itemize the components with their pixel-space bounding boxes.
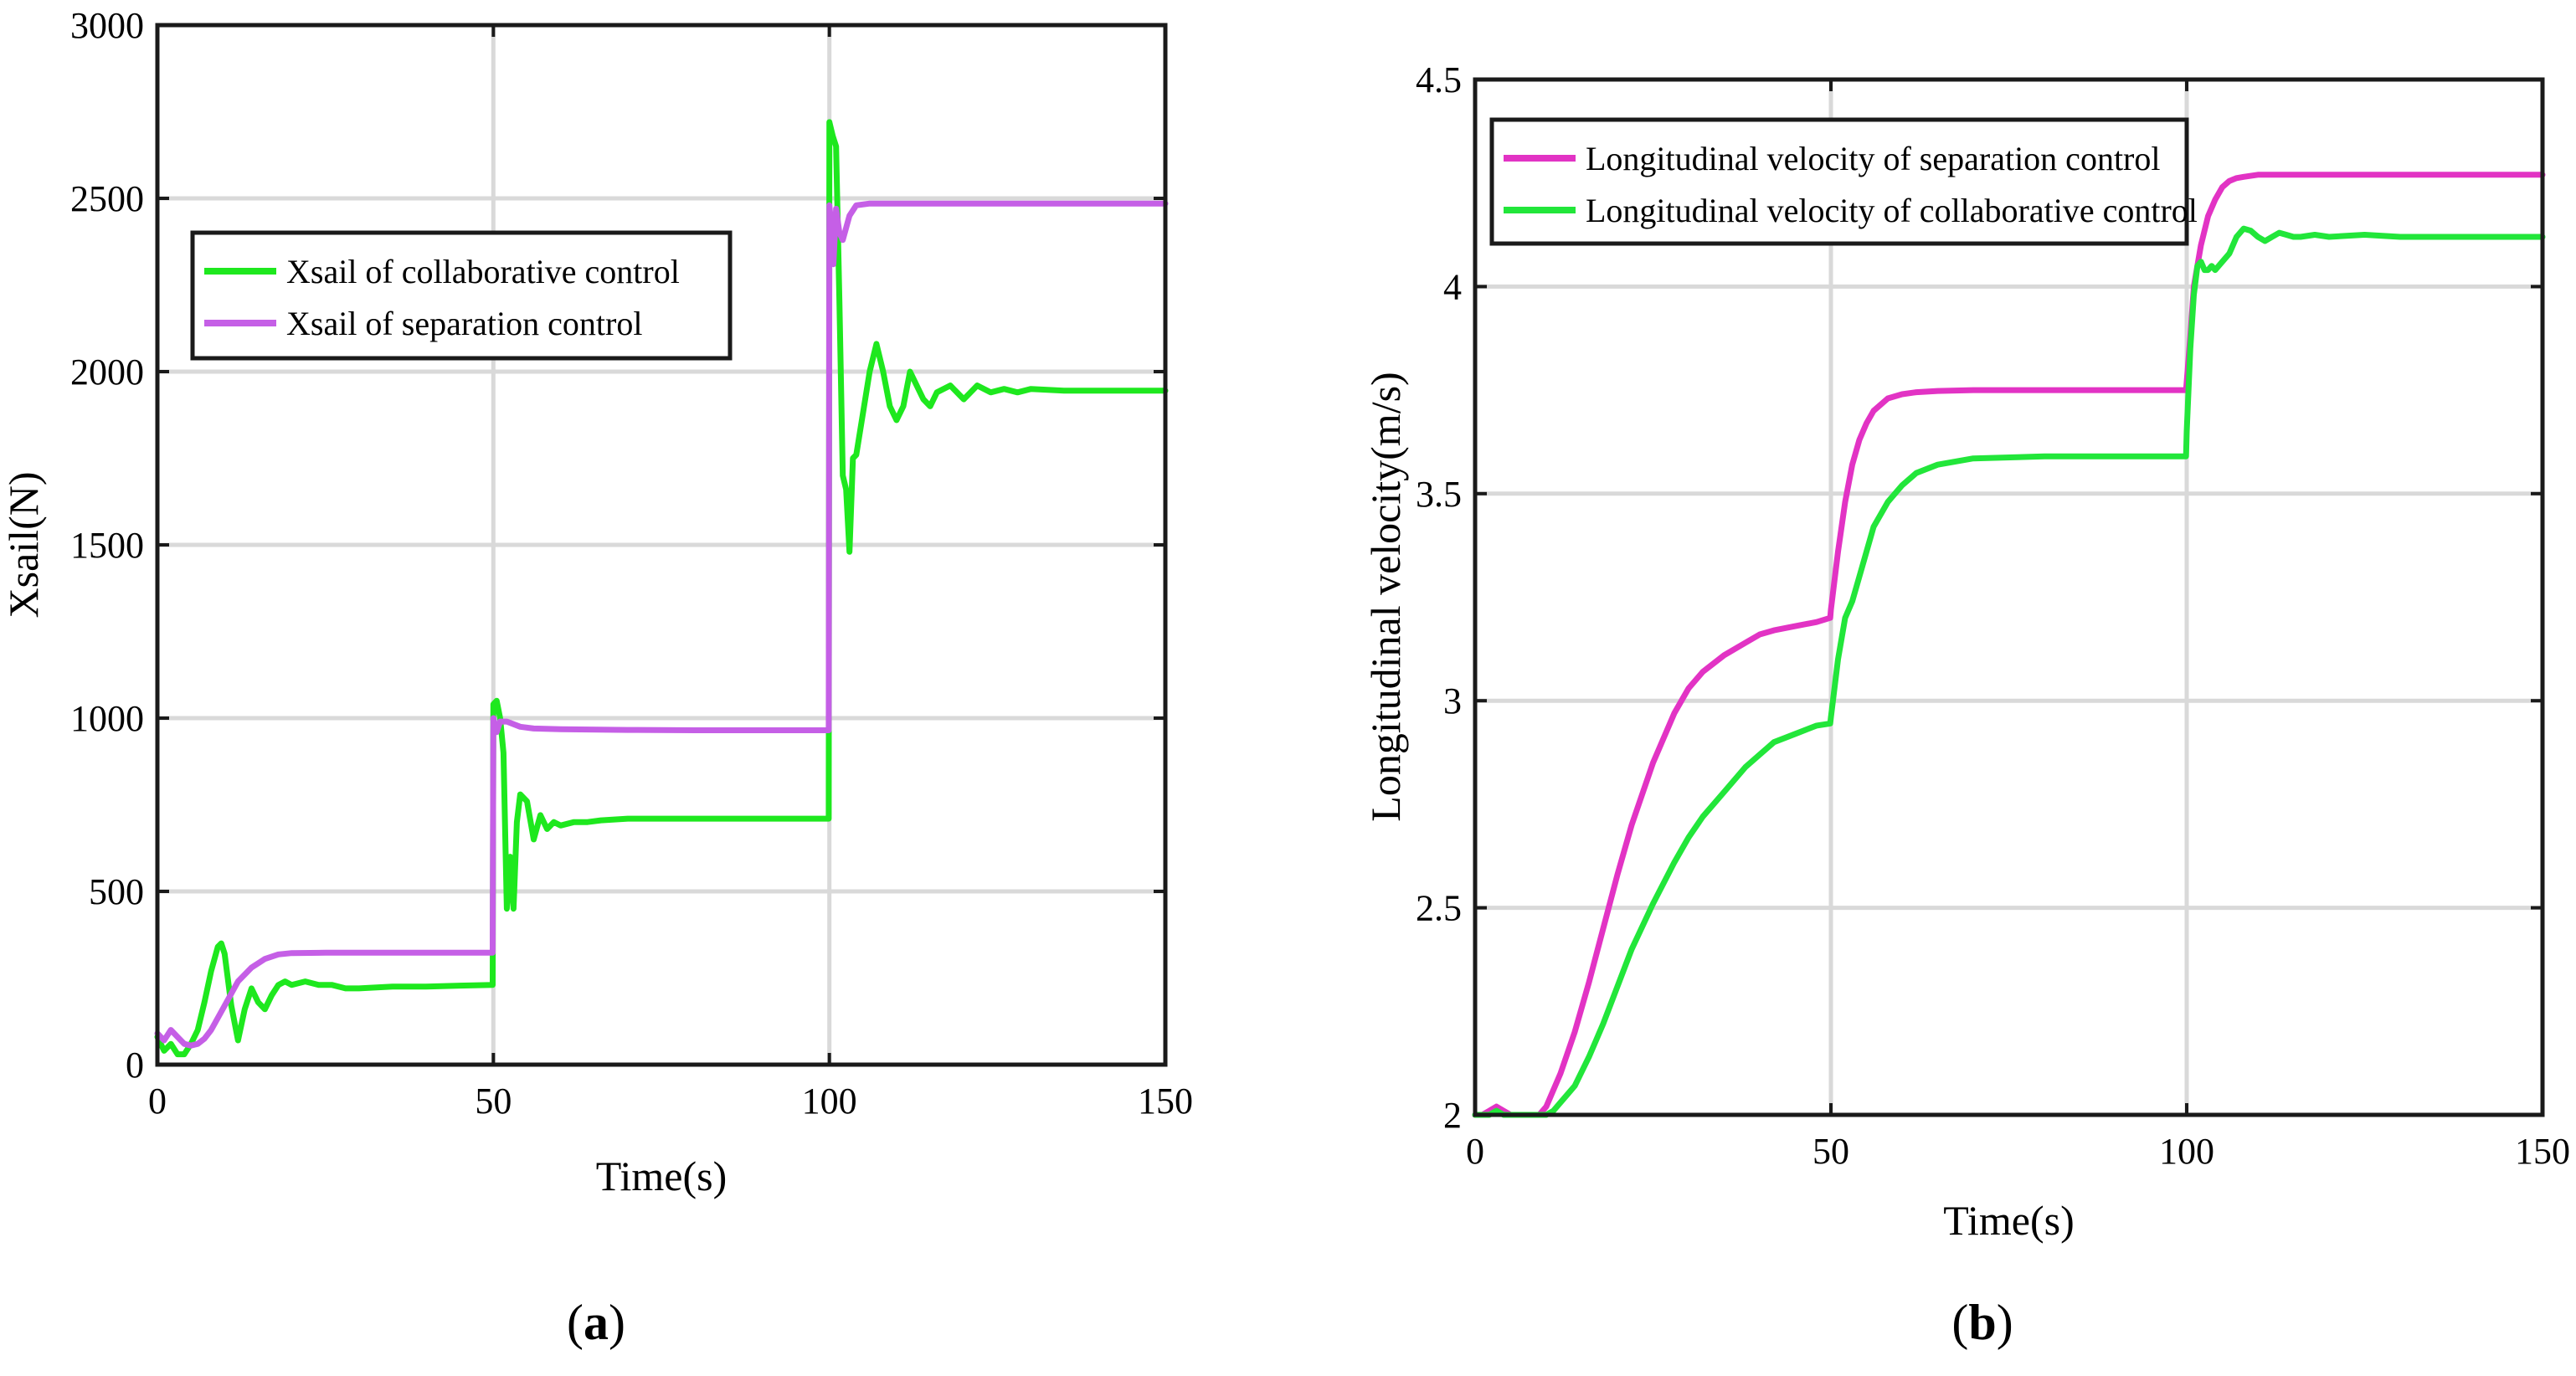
series-line-2 <box>1472 225 2546 1118</box>
x-axis-label: Time(s) <box>1943 1197 2075 1244</box>
panel-caption: (b) <box>1951 1295 2013 1350</box>
legend-label-2: Longitudinal velocity of collaborative c… <box>1586 192 2198 229</box>
x-tick-label: 0 <box>1466 1131 1484 1172</box>
panel-caption: (a) <box>567 1295 625 1350</box>
y-tick-label: 2500 <box>70 178 144 219</box>
plot-frame <box>1473 77 2545 1117</box>
x-tick-label: 100 <box>2159 1131 2214 1172</box>
y-tick-label: 1000 <box>70 698 144 739</box>
x-axis-label: Time(s) <box>596 1153 728 1199</box>
y-tick-label: 500 <box>89 871 144 912</box>
legend-box <box>190 230 733 361</box>
caption-paren-open: ( <box>567 1295 584 1350</box>
x-tick-label: 50 <box>475 1081 512 1122</box>
caption-letter: a <box>584 1295 609 1350</box>
series-line-1 <box>154 119 1169 1058</box>
series-line-2 <box>154 200 1169 1049</box>
y-tick-label: 1500 <box>70 525 144 566</box>
caption-letter: b <box>1968 1295 1996 1350</box>
y-tick-label: 2 <box>1443 1095 1462 1136</box>
legend-box <box>1489 117 2189 246</box>
y-tick-label: 3000 <box>70 5 144 46</box>
y-tick-label: 2.5 <box>1416 888 1462 929</box>
y-axis-label: Xsail(N) <box>0 472 47 619</box>
y-tick-label: 3 <box>1443 680 1462 721</box>
legend-label-1: Xsail of collaborative control <box>286 253 680 290</box>
y-tick-label: 4.5 <box>1416 59 1462 100</box>
y-tick-label: 4 <box>1443 266 1462 307</box>
y-axis-label: Longitudinal velocity(m/s) <box>1362 372 1409 821</box>
caption-paren-open: ( <box>1951 1295 1968 1350</box>
caption-paren-close: ) <box>609 1295 625 1350</box>
x-tick-label: 0 <box>148 1081 167 1122</box>
caption-paren-close: ) <box>1997 1295 2013 1350</box>
x-tick-label: 150 <box>1138 1081 1193 1122</box>
y-tick-label: 2000 <box>70 352 144 393</box>
chart-b-longitudinal-velocity: 0 50 100 150 2 2.5 3 3.5 4 4.5 Time(s) Longitudinal… <box>1362 59 2570 1350</box>
legend: Xsail of collaborative control Xsail of s… <box>190 230 733 361</box>
legend-label-2: Xsail of separation control <box>286 305 642 342</box>
y-tick-label: 0 <box>126 1045 144 1086</box>
y-tick-label: 3.5 <box>1416 474 1462 515</box>
x-tick-label: 100 <box>802 1081 857 1122</box>
chart-a-xsail: 0 50 100 150050010001500200025003000Time(s)… <box>0 5 1193 1350</box>
legend-label-1: Longitudinal velocity of separation cont… <box>1586 140 2160 177</box>
legend: Longitudinal velocity of separation cont… <box>1489 117 2198 246</box>
x-tick-label: 50 <box>1812 1131 1849 1172</box>
x-tick-label: 150 <box>2515 1131 2570 1172</box>
